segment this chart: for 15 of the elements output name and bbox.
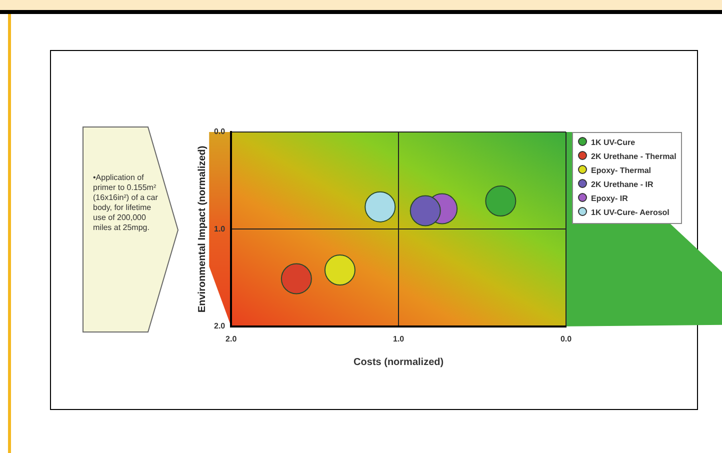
legend-label: Epoxy- IR bbox=[591, 194, 628, 203]
y-axis-title: Environmental Impact (normalized) bbox=[196, 146, 208, 313]
y-tick-label: 0.0 bbox=[214, 127, 226, 136]
x-tick-label: 1.0 bbox=[393, 334, 405, 344]
y-tick-label: 1.0 bbox=[214, 224, 226, 234]
legend-label: 2K Urethane - Thermal bbox=[591, 152, 676, 161]
text: •Application of primer to 0.155m² (16x16in²) of a car body, for lifetime use of 200,000 miles at 25mpg. bbox=[93, 173, 159, 233]
legend-label: 1K UV-Cure- Aerosol bbox=[591, 208, 670, 217]
legend-label: 1K UV-Cure bbox=[591, 138, 636, 147]
x-tick-label: 2.0 bbox=[226, 334, 238, 344]
y-tick-label: 2.0 bbox=[214, 322, 226, 331]
x-tick-label: 0.0 bbox=[560, 334, 572, 344]
x-axis-title: Costs (normalized) bbox=[354, 356, 444, 368]
legend-label: 2K Urethane - IR bbox=[591, 180, 654, 189]
legend-label: Epoxy- Thermal bbox=[591, 166, 652, 175]
